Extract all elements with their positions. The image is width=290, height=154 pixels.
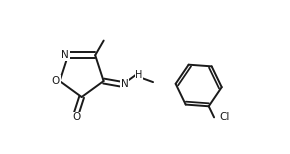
Text: Cl: Cl (220, 112, 230, 122)
Text: H: H (135, 70, 143, 80)
Text: N: N (61, 50, 69, 60)
Text: N: N (121, 79, 128, 89)
Text: O: O (72, 112, 81, 122)
Text: O: O (52, 76, 60, 86)
